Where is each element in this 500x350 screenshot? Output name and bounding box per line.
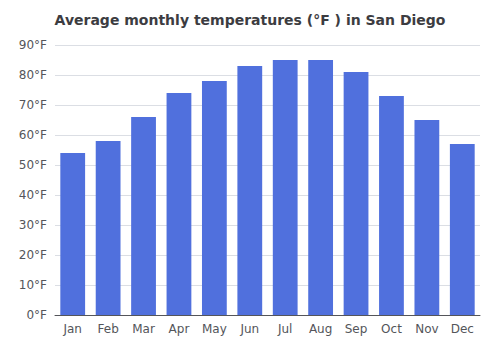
svg-text:Sep: Sep: [345, 322, 368, 336]
svg-text:10°F: 10°F: [19, 278, 47, 292]
svg-text:Mar: Mar: [132, 322, 155, 336]
svg-text:30°F: 30°F: [19, 218, 47, 232]
svg-text:70°F: 70°F: [19, 98, 47, 112]
svg-text:Jan: Jan: [62, 322, 82, 336]
svg-text:Apr: Apr: [169, 322, 190, 336]
svg-text:90°F: 90°F: [19, 38, 47, 52]
svg-text:May: May: [202, 322, 227, 336]
svg-text:Aug: Aug: [309, 322, 332, 336]
svg-text:40°F: 40°F: [19, 188, 47, 202]
svg-text:50°F: 50°F: [19, 158, 47, 172]
svg-text:Oct: Oct: [381, 322, 402, 336]
svg-text:Nov: Nov: [415, 322, 438, 336]
svg-text:80°F: 80°F: [19, 68, 47, 82]
svg-text:Dec: Dec: [451, 322, 474, 336]
svg-text:Jul: Jul: [277, 322, 292, 336]
svg-text:Feb: Feb: [98, 322, 119, 336]
svg-text:0°F: 0°F: [26, 308, 47, 322]
svg-text:60°F: 60°F: [19, 128, 47, 142]
svg-text:Jun: Jun: [239, 322, 259, 336]
svg-text:20°F: 20°F: [19, 248, 47, 262]
svg-text:Average monthly temperatures (: Average monthly temperatures (°F ) in Sa…: [55, 12, 446, 28]
